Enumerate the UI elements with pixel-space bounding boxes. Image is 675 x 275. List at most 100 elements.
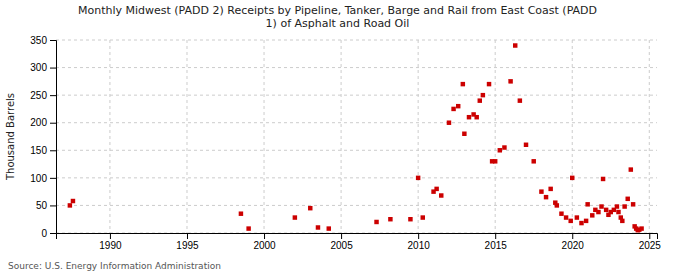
- point: [629, 167, 633, 171]
- point: [596, 210, 600, 214]
- point: [564, 215, 568, 219]
- point: [498, 148, 502, 152]
- plot: 1990 1995 2000 2005 2010 2015 2020 2025 0 50 100 15…: [30, 35, 661, 251]
- point: [544, 195, 548, 199]
- x-axis-tick: 1995: [176, 233, 199, 251]
- x-axis-tick-label: 2020: [562, 240, 585, 251]
- x-axis-tick-mark: [264, 233, 265, 239]
- point: [620, 219, 624, 223]
- grid-line-x: [186, 40, 187, 233]
- y-axis-tick-label: 100: [30, 173, 47, 184]
- point: [408, 217, 412, 221]
- point: [599, 204, 603, 208]
- point: [474, 115, 478, 119]
- y-axis-tick-label: 50: [36, 200, 48, 211]
- y-axis-title: Thousand Barrels: [5, 93, 16, 181]
- point: [451, 107, 455, 111]
- point: [575, 215, 579, 219]
- grid-line-y: [56, 177, 657, 178]
- grid-line-x: [495, 40, 496, 233]
- y-axis-tick-mark: [50, 123, 56, 124]
- y-axis-tick-label: 350: [30, 35, 47, 46]
- x-axis-tick: 2000: [253, 233, 276, 251]
- point: [570, 176, 574, 180]
- y-axis-tick: 200: [30, 117, 56, 128]
- point: [584, 219, 588, 223]
- y-axis-tick: 0: [41, 228, 56, 239]
- x-axis-tick-mark: [495, 233, 496, 239]
- point: [374, 220, 378, 224]
- y-axis-tick-label: 0: [41, 228, 47, 239]
- grid-line-x: [649, 40, 650, 233]
- x-axis-tick-label: 2010: [408, 240, 431, 251]
- point: [622, 204, 626, 208]
- grid-line-y: [56, 95, 657, 96]
- grid: [56, 40, 657, 233]
- y-axis-tick-mark: [50, 40, 56, 41]
- point: [615, 204, 619, 208]
- x-axis-tick-label: 2005: [330, 240, 353, 251]
- y-axis-tick: 300: [30, 62, 56, 73]
- point: [513, 43, 517, 47]
- point: [434, 187, 438, 191]
- x-axis-tick: 2005: [330, 233, 353, 251]
- point: [604, 208, 608, 212]
- y-axis-tick: 100: [30, 173, 56, 184]
- point: [461, 82, 465, 86]
- point: [239, 211, 243, 215]
- x-axis-tick-label: 1990: [99, 240, 122, 251]
- y-axis-tick: 350: [30, 35, 56, 46]
- x-axis-tick-mark: [110, 233, 111, 239]
- point: [524, 143, 528, 147]
- grid-line-x: [264, 40, 265, 233]
- point: [559, 211, 563, 215]
- grid-line-y: [56, 122, 657, 123]
- point: [478, 98, 482, 102]
- point: [625, 197, 629, 201]
- point: [316, 225, 320, 229]
- point: [616, 210, 620, 214]
- y-axis-tick-mark: [50, 68, 56, 69]
- y-axis-tick: 150: [30, 145, 56, 156]
- point: [421, 215, 425, 219]
- x-axis-tick-label: 2025: [639, 240, 662, 251]
- point: [579, 221, 583, 225]
- x-axis-tick-mark: [187, 233, 188, 239]
- point: [601, 177, 605, 181]
- point: [502, 145, 506, 149]
- x-axis-tick-label: 2015: [485, 240, 508, 251]
- x-axis-tick-label: 1995: [176, 240, 199, 251]
- x-axis-line: [57, 234, 658, 240]
- x-axis-tick: 2025: [639, 233, 662, 251]
- point: [531, 159, 535, 163]
- y-axis-tick-label: 200: [30, 117, 47, 128]
- point: [467, 115, 471, 119]
- x-axis-tick-mark: [572, 233, 573, 239]
- point: [555, 203, 559, 207]
- y-axis-tick-label: 300: [30, 62, 47, 73]
- y-axis: 0 50 100 150 200 250 300 350: [30, 35, 56, 239]
- point: [518, 98, 522, 102]
- point: [68, 203, 72, 207]
- grid-line-x: [341, 40, 342, 233]
- point: [416, 176, 420, 180]
- point: [388, 217, 392, 221]
- grid-line-y: [56, 205, 657, 206]
- point: [308, 206, 312, 210]
- point: [590, 213, 594, 217]
- y-axis-tick-mark: [50, 233, 56, 234]
- x-axis-tick: 2015: [485, 233, 508, 251]
- x-axis-tick-mark: [649, 233, 650, 239]
- y-axis-tick-mark: [50, 95, 56, 96]
- y-axis-tick: 250: [30, 90, 56, 101]
- point: [585, 202, 589, 206]
- point: [539, 189, 543, 193]
- point: [631, 202, 635, 206]
- y-axis-line: [50, 41, 57, 234]
- title: Monthly Midwest (PADD 2) Receipts by Pip…: [78, 4, 597, 30]
- y-axis-tick-mark: [50, 205, 56, 206]
- point: [293, 215, 297, 219]
- point: [548, 187, 552, 191]
- x-axis-tick-mark: [341, 233, 342, 239]
- grid-line-x: [418, 40, 419, 233]
